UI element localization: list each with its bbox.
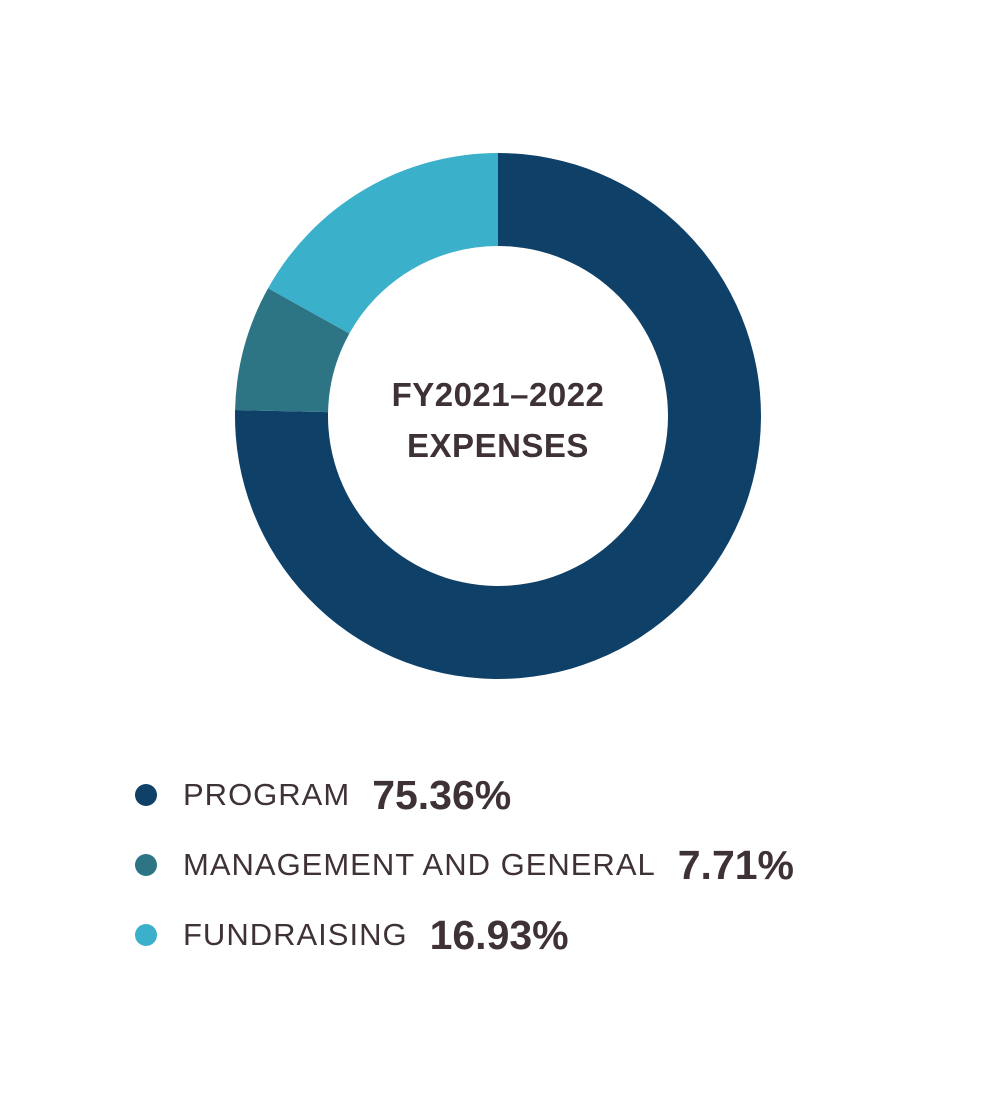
- donut-slice-fundraising: [268, 153, 498, 334]
- legend-value: 16.93%: [429, 911, 569, 958]
- legend-value: 75.36%: [372, 771, 512, 818]
- legend-item-management-and-general: MANAGEMENT AND GENERAL 7.71%: [135, 830, 935, 900]
- legend-label: PROGRAM: [183, 777, 351, 812]
- legend-label: FUNDRAISING: [183, 917, 408, 952]
- legend: PROGRAM 75.36% MANAGEMENT AND GENERAL 7.…: [135, 760, 935, 970]
- donut-slice-program: [234, 153, 762, 680]
- legend-item-fundraising: FUNDRAISING 16.93%: [135, 900, 935, 970]
- legend-item-program: PROGRAM 75.36%: [135, 760, 935, 830]
- legend-dot-icon: [135, 924, 157, 946]
- chart-title-line-2: EXPENSES: [407, 427, 589, 464]
- chart-title-line-1: FY2021–2022: [391, 376, 605, 413]
- donut-chart: [234, 153, 762, 680]
- legend-value: 7.71%: [677, 841, 795, 888]
- legend-label: MANAGEMENT AND GENERAL: [183, 847, 656, 882]
- legend-dot-icon: [135, 854, 157, 876]
- donut-slice-management-and-general: [235, 288, 350, 413]
- legend-dot-icon: [135, 784, 157, 806]
- donut-slices: [234, 153, 762, 680]
